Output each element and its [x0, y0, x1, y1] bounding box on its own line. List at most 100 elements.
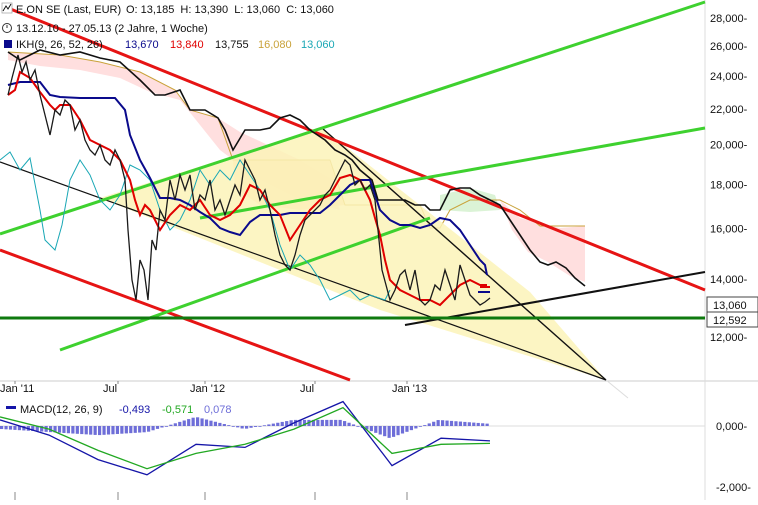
macd-histogram-bar: [485, 423, 489, 426]
y-tick-label: 14,000-: [710, 274, 748, 286]
macd-histogram-bar: [267, 424, 271, 426]
legend-macd-val-3: 0,078: [204, 404, 232, 416]
macd-histogram-bar: [129, 426, 133, 434]
macd-histogram-bar: [155, 426, 160, 429]
y-tick-label: 16,000-: [710, 224, 748, 236]
macd-histogram-bar: [209, 420, 213, 426]
y-tick-label: 24,000-: [710, 71, 748, 83]
macd-histogram-bar: [102, 426, 106, 435]
macd-histogram-bar: [441, 420, 445, 426]
macd-histogram-bar: [17, 426, 22, 431]
triangle-upper-edge: [321, 127, 607, 381]
macd-swatch-icon: [6, 406, 16, 409]
ikh-cloud-bear-3: [500, 200, 585, 282]
x-tick-label: Jul: [103, 383, 117, 395]
macd-histogram-bar: [124, 426, 128, 434]
macd-histogram-bar: [147, 426, 151, 432]
macd-histogram-bar: [31, 426, 35, 432]
macd-histogram-bar: [196, 417, 200, 426]
macd-histogram-bar: [80, 426, 84, 435]
macd-histogram-bar: [463, 421, 467, 426]
macd-histogram-bar: [204, 419, 209, 426]
macd-histogram-bar: [0, 426, 4, 430]
macd-histogram-bar: [49, 426, 53, 433]
ikh-swatch-icon: [4, 40, 12, 48]
macd-histogram-bar: [280, 421, 284, 426]
macd-histogram-bar: [8, 426, 13, 430]
macd-histogram-bar: [343, 421, 347, 426]
macd-histogram-bar: [93, 426, 97, 435]
macd-histogram-bar: [418, 426, 422, 427]
macd-histogram-bar: [66, 426, 71, 434]
macd-histogram-bar: [115, 426, 120, 434]
legend-symbol: E.ON SE (Last, EUR): [16, 4, 121, 16]
red-channel-lower: [0, 248, 351, 382]
legend-ohlc: O: 13,185 H: 13,390 L: 13,060 C: 13,060: [126, 4, 334, 16]
macd-histogram-bar: [294, 419, 298, 426]
macd-histogram-bar: [458, 421, 463, 426]
green-channel-lower: [59, 216, 431, 352]
macd-histogram-bar: [53, 426, 57, 433]
green-channel-middle: [199, 126, 706, 220]
macd-histogram-bar: [120, 426, 124, 434]
macd-histogram-bar: [347, 422, 351, 426]
macd-histogram-bar: [365, 426, 369, 430]
macd-histogram-bar: [476, 422, 480, 426]
macd-y-tick-label: -2,000-: [716, 482, 751, 494]
macd-histogram-bar: [71, 426, 75, 434]
macd-histogram-bar: [22, 426, 26, 431]
macd-histogram-bar: [35, 426, 39, 432]
macd-histogram-bar: [289, 420, 293, 426]
macd-histogram-bar: [111, 426, 115, 435]
macd-histogram-bar: [423, 425, 427, 426]
macd-histogram-bar: [173, 423, 177, 426]
macd-histogram-bar: [62, 426, 66, 433]
macd-histogram-bar: [467, 422, 471, 426]
macd-histogram-bar: [409, 426, 414, 431]
macd-histogram-bar: [472, 422, 476, 426]
macd-histogram-bar: [200, 418, 204, 426]
macd-histogram-bar: [98, 426, 102, 436]
y-tick-label: 18,000-: [710, 179, 748, 191]
y-tick-label: 26,000-: [710, 41, 748, 53]
chikou-span: [0, 151, 391, 301]
macd-histogram-bar: [191, 417, 195, 426]
y-axis: 28,000- 26,000- 24,000- 22,000- 20,000- 18,00…: [710, 13, 748, 344]
macd-line: [0, 400, 491, 476]
macd-histogram-bar: [240, 426, 244, 429]
macd-histogram-bar: [374, 426, 378, 433]
y-tick-label: 22,000-: [710, 104, 748, 116]
macd-histogram-bar: [178, 421, 182, 426]
macd-histogram-bar: [187, 419, 191, 426]
macd-histogram-bar: [311, 419, 316, 426]
macd-histogram-bar: [378, 426, 382, 435]
triangle-tail-fade: [605, 379, 629, 399]
macd-histogram-bar: [253, 426, 258, 427]
legend-macd: MACD(12, 26, 9): [20, 404, 103, 416]
x-tick-label: Jan '13: [392, 383, 427, 395]
macd-histogram-bar: [387, 426, 391, 438]
macd-histogram-bar: [262, 425, 267, 427]
macd-histogram-bar: [436, 420, 440, 426]
macd-histogram-bar: [40, 426, 44, 432]
macd-pane: MACD(12, 26, 9) -0,493 -0,571 0,078 0,00…: [0, 400, 751, 500]
macd-histogram-bar: [236, 426, 240, 428]
macd-histogram-bar: [133, 426, 137, 433]
macd-histogram-bar: [13, 426, 17, 430]
macd-histogram-bar: [329, 419, 333, 426]
legend-ikh-val-1: 13,670: [125, 39, 159, 51]
macd-histogram-bar: [245, 426, 249, 429]
macd-histogram-bar: [356, 426, 360, 427]
macd-histogram-bar: [383, 426, 387, 437]
y-tick-label: 20,000-: [710, 140, 748, 152]
macd-histogram-bar: [222, 424, 226, 426]
macd-histogram-bar: [338, 419, 342, 426]
macd-histogram-bar: [213, 421, 218, 426]
macd-histogram-bar: [427, 423, 431, 426]
macd-histogram-bar: [369, 426, 373, 432]
macd-histogram-bar: [414, 426, 418, 429]
support-level-label: 12,592: [713, 315, 747, 327]
macd-histogram-bar: [481, 423, 485, 426]
